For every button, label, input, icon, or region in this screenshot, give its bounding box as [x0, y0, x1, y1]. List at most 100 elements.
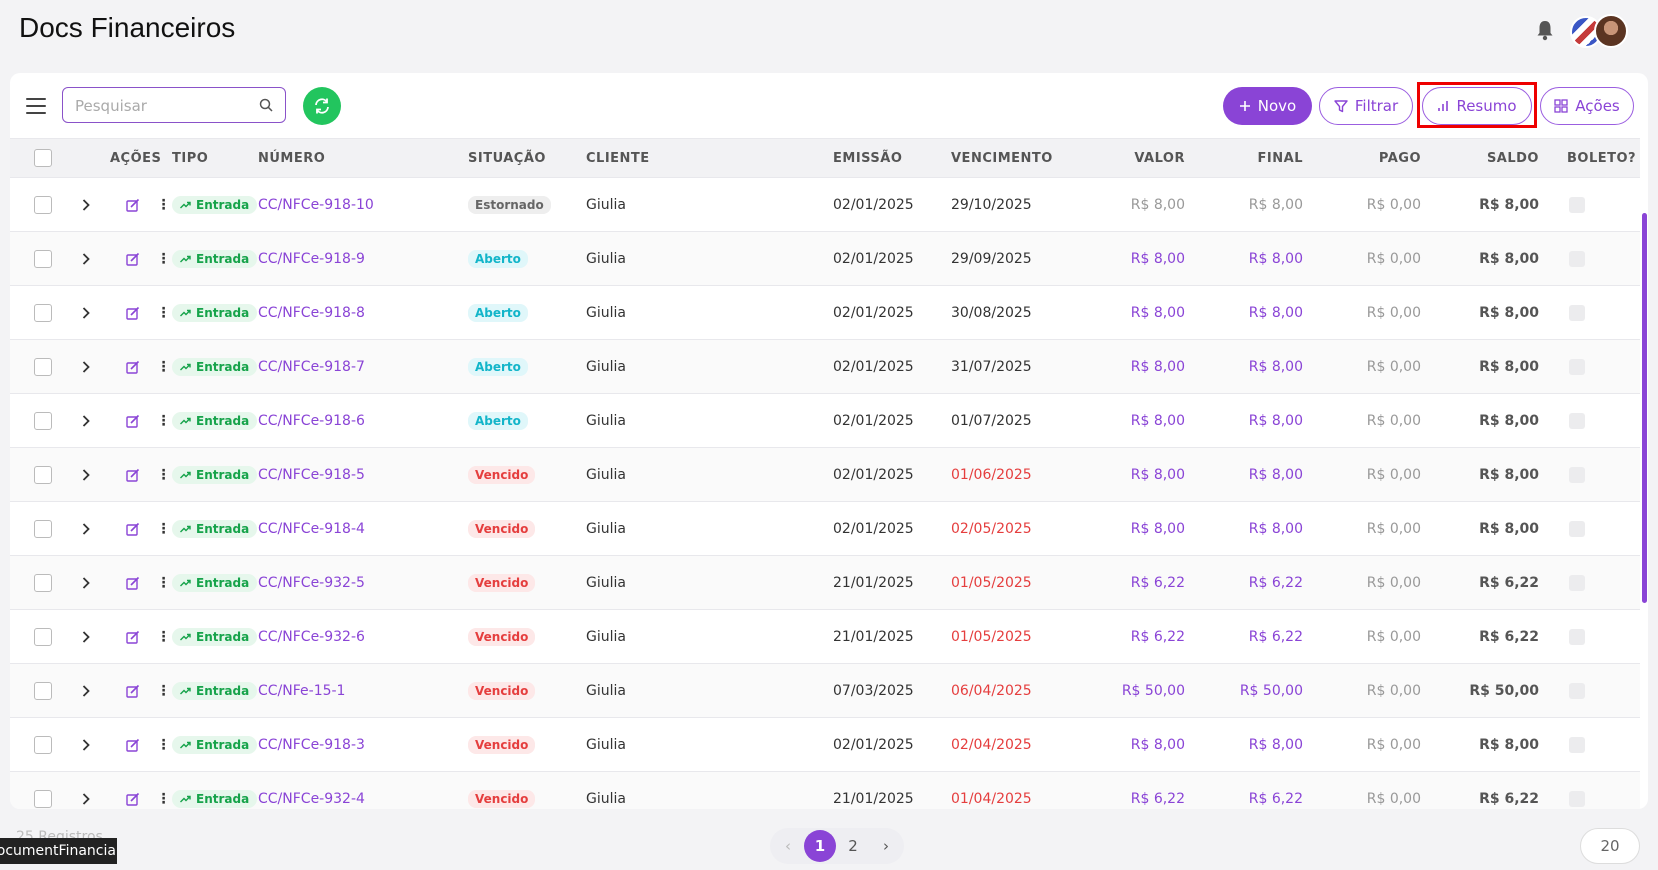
row-checkbox[interactable]	[34, 735, 52, 754]
table-row[interactable]: ⋮ Entrada CC/NFCe-918-9 Aberto Giulia 02…	[10, 231, 1640, 286]
page-1-button[interactable]: 1	[804, 830, 836, 862]
chevron-right-icon[interactable]	[82, 360, 90, 373]
more-options-icon[interactable]: ⋮	[156, 412, 171, 429]
more-options-icon[interactable]: ⋮	[156, 304, 171, 321]
chevron-right-icon[interactable]	[82, 306, 90, 319]
edit-icon[interactable]	[126, 792, 140, 806]
row-checkbox[interactable]	[34, 627, 52, 646]
table-row[interactable]: ⋮ Entrada CC/NFCe-918-10 Estornado Giuli…	[10, 177, 1640, 232]
row-checkbox[interactable]	[34, 195, 52, 214]
table-row[interactable]: ⋮ Entrada CC/NFCe-918-4 Vencido Giulia 0…	[10, 501, 1640, 556]
boleto-checkbox[interactable]	[1569, 412, 1585, 429]
col-boleto[interactable]: BOLETO?	[1553, 138, 1640, 178]
page-size-select[interactable]: 20	[1580, 828, 1640, 864]
more-options-icon[interactable]: ⋮	[156, 466, 171, 483]
table-row[interactable]: ⋮ Entrada CC/NFCe-932-5 Vencido Giulia 2…	[10, 555, 1640, 610]
document-number-link[interactable]: CC/NFCe-918-10	[258, 196, 374, 213]
table-row[interactable]: ⋮ Entrada CC/NFCe-918-3 Vencido Giulia 0…	[10, 717, 1640, 772]
table-row[interactable]: ⋮ Entrada CC/NFCe-918-8 Aberto Giulia 02…	[10, 285, 1640, 340]
next-page-icon[interactable]: ›	[883, 837, 889, 855]
edit-icon[interactable]	[126, 306, 140, 320]
edit-icon[interactable]	[126, 738, 140, 752]
new-button[interactable]: Novo	[1223, 87, 1312, 125]
more-options-icon[interactable]: ⋮	[156, 790, 171, 807]
hamburger-menu-icon[interactable]	[26, 98, 46, 114]
col-tipo[interactable]: TIPO	[172, 138, 258, 178]
row-checkbox[interactable]	[34, 519, 52, 538]
chevron-right-icon[interactable]	[82, 522, 90, 535]
col-valor[interactable]: VALOR	[1081, 138, 1199, 178]
chevron-right-icon[interactable]	[82, 468, 90, 481]
search-box[interactable]	[62, 87, 286, 123]
edit-icon[interactable]	[126, 360, 140, 374]
table-row[interactable]: ⋮ Entrada CC/NFCe-932-4 Vencido Giulia 2…	[10, 771, 1640, 809]
row-checkbox[interactable]	[34, 357, 52, 376]
more-options-icon[interactable]: ⋮	[156, 358, 171, 375]
chevron-right-icon[interactable]	[82, 630, 90, 643]
edit-icon[interactable]	[126, 522, 140, 536]
row-checkbox[interactable]	[34, 411, 52, 430]
document-number-link[interactable]: CC/NFCe-918-6	[258, 412, 365, 429]
boleto-checkbox[interactable]	[1569, 790, 1585, 807]
table-row[interactable]: ⋮ Entrada CC/NFCe-918-6 Aberto Giulia 02…	[10, 393, 1640, 448]
edit-icon[interactable]	[126, 576, 140, 590]
chevron-right-icon[interactable]	[82, 198, 90, 211]
more-options-icon[interactable]: ⋮	[156, 250, 171, 267]
user-avatars[interactable]	[1570, 14, 1632, 48]
row-checkbox[interactable]	[34, 249, 52, 268]
document-number-link[interactable]: CC/NFCe-932-6	[258, 628, 365, 645]
edit-icon[interactable]	[126, 414, 140, 428]
chevron-right-icon[interactable]	[82, 792, 90, 805]
more-options-icon[interactable]: ⋮	[156, 682, 171, 699]
boleto-checkbox[interactable]	[1569, 358, 1585, 375]
document-number-link[interactable]: CC/NFCe-918-7	[258, 358, 365, 375]
more-options-icon[interactable]: ⋮	[156, 196, 171, 213]
boleto-checkbox[interactable]	[1569, 304, 1585, 321]
chevron-right-icon[interactable]	[82, 576, 90, 589]
chevron-right-icon[interactable]	[82, 252, 90, 265]
boleto-checkbox[interactable]	[1569, 466, 1585, 483]
search-input[interactable]	[73, 95, 252, 117]
filter-button[interactable]: Filtrar	[1319, 87, 1413, 125]
document-number-link[interactable]: CC/NFCe-918-8	[258, 304, 365, 321]
col-pago[interactable]: PAGO	[1317, 138, 1435, 178]
edit-icon[interactable]	[126, 630, 140, 644]
boleto-checkbox[interactable]	[1569, 736, 1585, 753]
edit-icon[interactable]	[126, 684, 140, 698]
more-options-icon[interactable]: ⋮	[156, 574, 171, 591]
chevron-right-icon[interactable]	[82, 738, 90, 751]
more-options-icon[interactable]: ⋮	[156, 520, 171, 537]
row-checkbox[interactable]	[34, 681, 52, 700]
boleto-checkbox[interactable]	[1569, 682, 1585, 699]
boleto-checkbox[interactable]	[1569, 250, 1585, 267]
col-situacao[interactable]: SITUAÇÃO	[468, 138, 586, 178]
chevron-right-icon[interactable]	[82, 684, 90, 697]
document-number-link[interactable]: CC/NFCe-932-5	[258, 574, 365, 591]
document-number-link[interactable]: CC/NFe-15-1	[258, 682, 346, 699]
search-icon[interactable]	[259, 98, 273, 112]
document-number-link[interactable]: CC/NFCe-918-5	[258, 466, 365, 483]
refresh-button[interactable]	[303, 87, 341, 125]
row-checkbox[interactable]	[34, 573, 52, 592]
page-2-button[interactable]: 2	[848, 837, 858, 855]
user-avatar[interactable]	[1594, 14, 1628, 48]
row-checkbox[interactable]	[34, 303, 52, 322]
table-row[interactable]: ⋮ Entrada CC/NFCe-918-7 Aberto Giulia 02…	[10, 339, 1640, 394]
boleto-checkbox[interactable]	[1569, 196, 1585, 213]
table-row[interactable]: ⋮ Entrada CC/NFCe-932-6 Vencido Giulia 2…	[10, 609, 1640, 664]
boleto-checkbox[interactable]	[1569, 574, 1585, 591]
col-cliente[interactable]: CLIENTE	[586, 138, 833, 178]
col-numero[interactable]: NÚMERO	[258, 138, 468, 178]
document-number-link[interactable]: CC/NFCe-932-4	[258, 790, 365, 807]
col-final[interactable]: FINAL	[1199, 138, 1317, 178]
edit-icon[interactable]	[126, 252, 140, 266]
boleto-checkbox[interactable]	[1569, 628, 1585, 645]
actions-button[interactable]: Ações	[1540, 87, 1634, 125]
table-row[interactable]: ⋮ Entrada CC/NFCe-918-5 Vencido Giulia 0…	[10, 447, 1640, 502]
document-number-link[interactable]: CC/NFCe-918-9	[258, 250, 365, 267]
col-emissao[interactable]: EMISSÃO	[833, 138, 951, 178]
more-options-icon[interactable]: ⋮	[156, 628, 171, 645]
col-vencimento[interactable]: VENCIMENTO	[951, 138, 1081, 178]
chevron-right-icon[interactable]	[82, 414, 90, 427]
select-all-checkbox[interactable]	[34, 149, 52, 167]
